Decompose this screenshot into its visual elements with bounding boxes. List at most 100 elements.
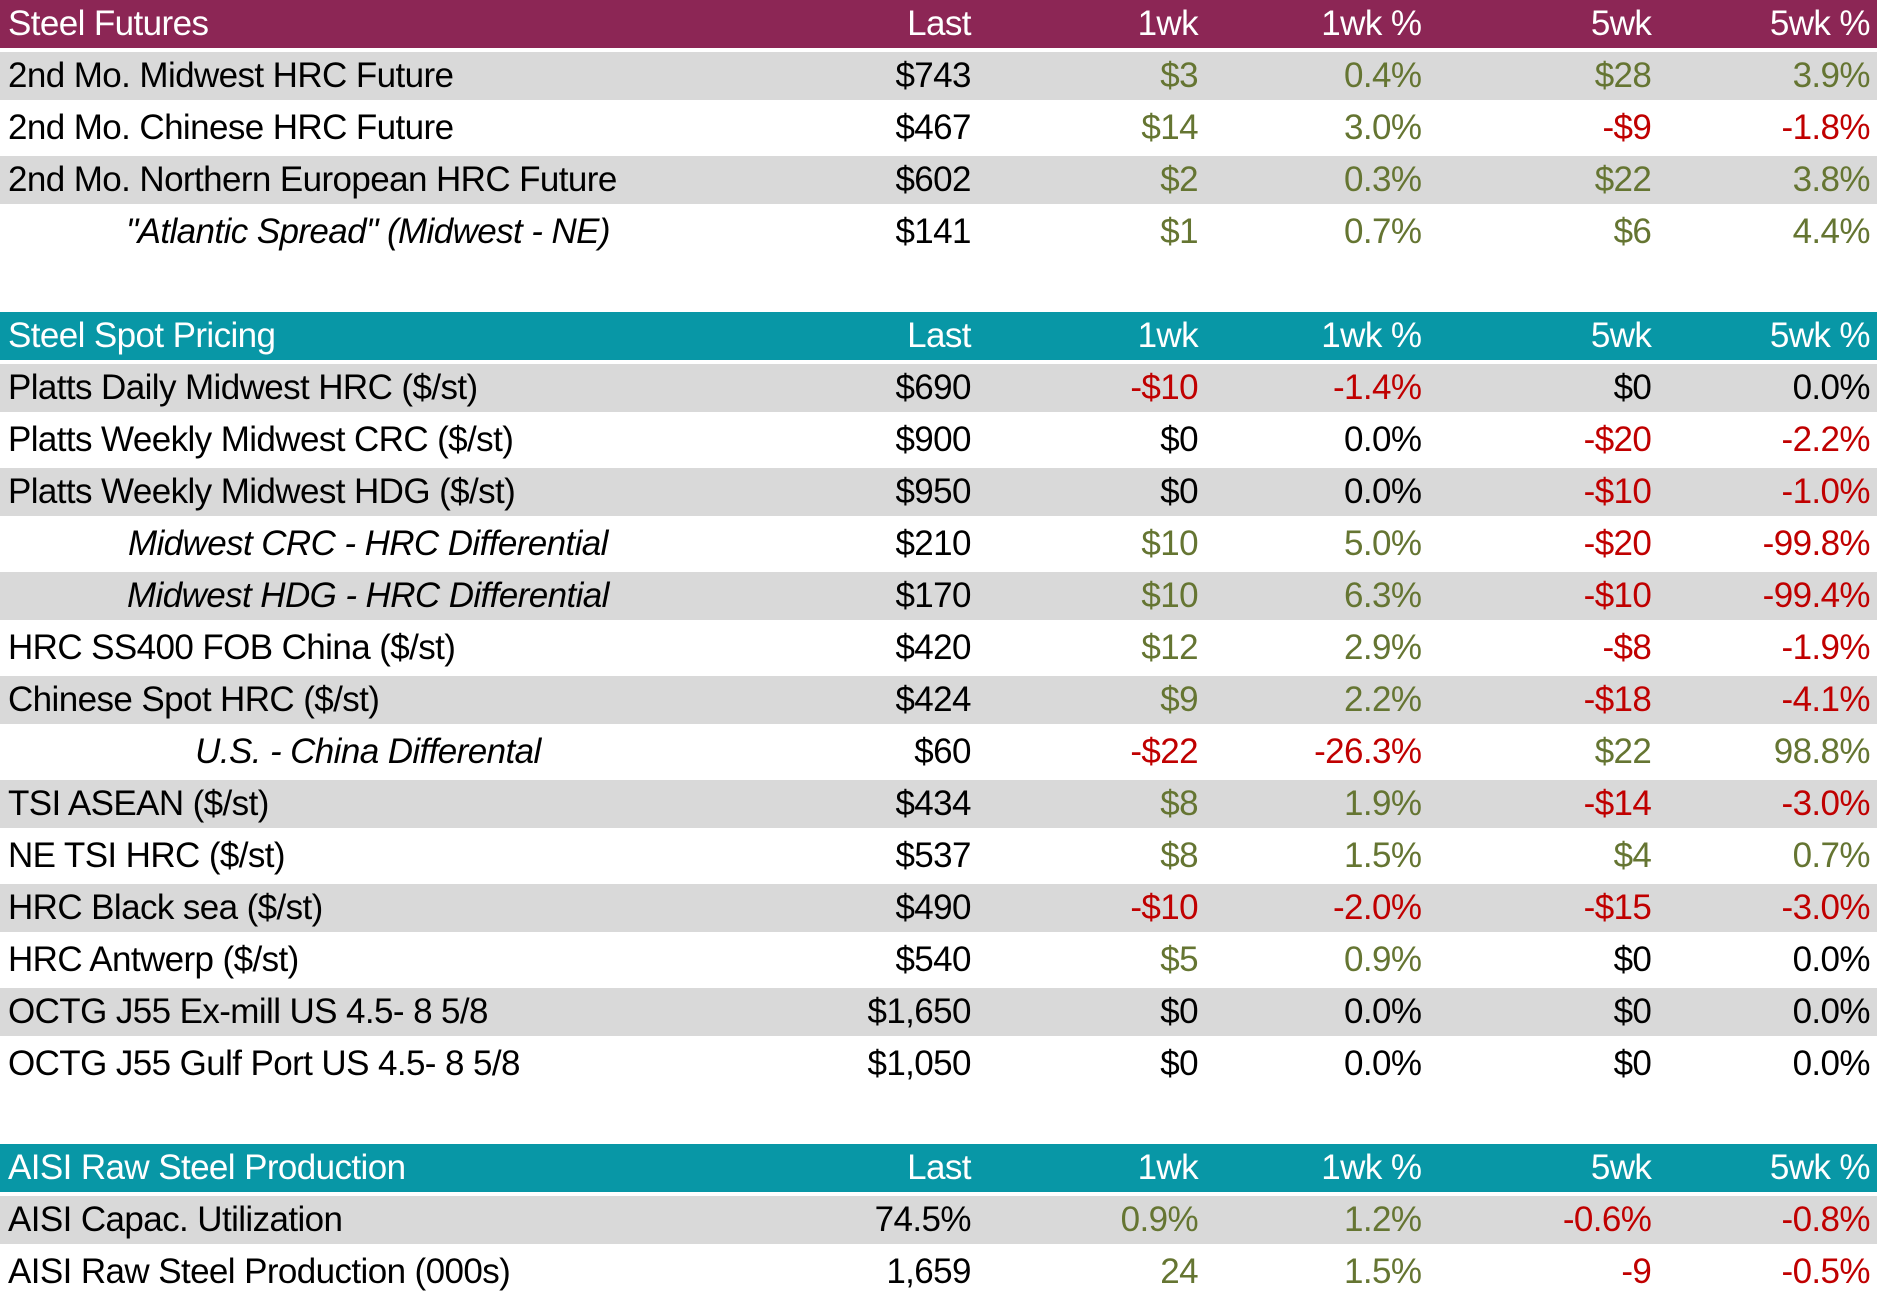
column-header-last: Last xyxy=(907,1148,971,1187)
cell-5wk: -$9 xyxy=(1602,108,1652,147)
cell-last: $170 xyxy=(895,576,971,615)
cell-last: $424 xyxy=(895,680,971,719)
cell-5wk-pct: -1.0% xyxy=(1781,472,1871,511)
cell-1wk-pct: 5.0% xyxy=(1343,524,1422,563)
row-label: "Atlantic Spread" (Midwest - NE) xyxy=(125,212,611,251)
cell-5wk-pct: -0.5% xyxy=(1781,1252,1871,1291)
row-label: 2nd Mo. Midwest HRC Future xyxy=(8,56,454,95)
column-header-1wk: 1wk xyxy=(1137,1148,1199,1187)
cell-1wk: 0.9% xyxy=(1120,1200,1199,1239)
table-row: AISI Raw Steel Production (000s) 1,659 2… xyxy=(0,1248,1877,1300)
table-row: 2nd Mo. Chinese HRC Future $467 $14 3.0%… xyxy=(0,104,1877,156)
section-header-steel-spot-pricing: Steel Spot Pricing Last 1wk 1wk % 5wk 5w… xyxy=(0,312,1877,364)
column-header-1wk: 1wk xyxy=(1137,4,1199,43)
table-row: U.S. - China Differental $60 -$22 -26.3%… xyxy=(0,728,1877,780)
row-label: Midwest HDG - HRC Differential xyxy=(126,576,609,615)
cell-1wk: $9 xyxy=(1160,680,1199,719)
cell-last: $950 xyxy=(895,472,971,511)
cell-5wk-pct: 0.0% xyxy=(1792,940,1871,979)
cell-1wk-pct: 0.0% xyxy=(1343,992,1422,1031)
cell-5wk-pct: 0.7% xyxy=(1792,836,1871,875)
row-label: 2nd Mo. Northern European HRC Future xyxy=(8,160,617,199)
cell-1wk: $1 xyxy=(1160,212,1199,251)
cell-1wk-pct: 0.3% xyxy=(1343,160,1422,199)
cell-1wk: $8 xyxy=(1160,784,1199,823)
cell-5wk: $4 xyxy=(1613,836,1652,875)
table-row: HRC Antwerp ($/st) $540 $5 0.9% $0 0.0% xyxy=(0,936,1877,988)
cell-1wk-pct: 0.4% xyxy=(1343,56,1422,95)
cell-last: $490 xyxy=(895,888,971,927)
row-label: OCTG J55 Ex-mill US 4.5- 8 5/8 xyxy=(8,992,489,1031)
table-row: Midwest HDG - HRC Differential $170 $10 … xyxy=(0,572,1877,624)
table-row: OCTG J55 Gulf Port US 4.5- 8 5/8 $1,050 … xyxy=(0,1040,1877,1092)
cell-5wk: $0 xyxy=(1613,1044,1652,1083)
table-row: TSI ASEAN ($/st) $434 $8 1.9% -$14 -3.0% xyxy=(0,780,1877,832)
cell-1wk-pct: 2.9% xyxy=(1343,628,1422,667)
cell-1wk: -$10 xyxy=(1130,888,1199,927)
cell-last: $60 xyxy=(914,732,971,771)
cell-5wk-pct: -0.8% xyxy=(1781,1200,1871,1239)
table-row: Chinese Spot HRC ($/st) $424 $9 2.2% -$1… xyxy=(0,676,1877,728)
cell-last: $602 xyxy=(895,160,971,199)
cell-last: $467 xyxy=(895,108,971,147)
cell-1wk: $0 xyxy=(1160,472,1199,511)
table-row: HRC SS400 FOB China ($/st) $420 $12 2.9%… xyxy=(0,624,1877,676)
cell-1wk-pct: 1.5% xyxy=(1343,1252,1422,1291)
cell-1wk-pct: 0.9% xyxy=(1343,940,1422,979)
column-header-last: Last xyxy=(907,4,971,43)
cell-5wk-pct: -3.0% xyxy=(1781,784,1871,823)
cell-1wk: 24 xyxy=(1160,1252,1199,1291)
table-row: OCTG J55 Ex-mill US 4.5- 8 5/8 $1,650 $0… xyxy=(0,988,1877,1040)
cell-5wk: $22 xyxy=(1594,732,1652,771)
cell-1wk: $0 xyxy=(1160,992,1199,1031)
row-label: Chinese Spot HRC ($/st) xyxy=(8,680,380,719)
cell-last: $743 xyxy=(895,56,971,95)
column-header-1wk-pct: 1wk % xyxy=(1321,4,1422,43)
cell-5wk: -9 xyxy=(1621,1252,1652,1291)
cell-last: $1,650 xyxy=(867,992,971,1031)
table-row: 2nd Mo. Midwest HRC Future $743 $3 0.4% … xyxy=(0,52,1877,104)
cell-5wk-pct: 3.8% xyxy=(1792,160,1871,199)
cell-5wk-pct: -2.2% xyxy=(1781,420,1871,459)
row-label: Midwest CRC - HRC Differential xyxy=(127,524,608,563)
section-title: Steel Spot Pricing xyxy=(8,316,276,355)
cell-5wk: -0.6% xyxy=(1562,1200,1652,1239)
section-header-steel-futures: Steel Futures Last 1wk 1wk % 5wk 5wk % xyxy=(0,0,1877,52)
cell-5wk-pct: -99.8% xyxy=(1762,524,1871,563)
row-label: NE TSI HRC ($/st) xyxy=(8,836,286,875)
column-header-1wk-pct: 1wk % xyxy=(1321,1148,1422,1187)
row-label: AISI Raw Steel Production (000s) xyxy=(8,1252,511,1291)
cell-5wk: $0 xyxy=(1613,940,1652,979)
table-row: AISI Capac. Utilization 74.5% 0.9% 1.2% … xyxy=(0,1196,1877,1248)
cell-1wk-pct: 1.5% xyxy=(1343,836,1422,875)
table-row: NE TSI HRC ($/st) $537 $8 1.5% $4 0.7% xyxy=(0,832,1877,884)
section-title: AISI Raw Steel Production xyxy=(8,1148,406,1187)
cell-5wk-pct: 4.4% xyxy=(1792,212,1871,251)
cell-1wk: $10 xyxy=(1141,576,1199,615)
cell-5wk-pct: -3.0% xyxy=(1781,888,1871,927)
column-header-5wk-pct: 5wk % xyxy=(1769,1148,1871,1187)
cell-1wk: -$10 xyxy=(1130,368,1199,407)
table-row: Platts Weekly Midwest CRC ($/st) $900 $0… xyxy=(0,416,1877,468)
cell-1wk: $0 xyxy=(1160,1044,1199,1083)
cell-last: 1,659 xyxy=(886,1252,971,1291)
cell-1wk: $0 xyxy=(1160,420,1199,459)
cell-1wk-pct: -2.0% xyxy=(1332,888,1422,927)
cell-5wk: $28 xyxy=(1594,56,1652,95)
cell-1wk-pct: 6.3% xyxy=(1343,576,1422,615)
column-header-5wk: 5wk xyxy=(1590,1148,1652,1187)
cell-5wk-pct: 0.0% xyxy=(1792,368,1871,407)
row-label: TSI ASEAN ($/st) xyxy=(8,784,269,823)
cell-5wk: -$10 xyxy=(1583,472,1652,511)
table-row: "Atlantic Spread" (Midwest - NE) $141 $1… xyxy=(0,208,1877,260)
table-row: Midwest CRC - HRC Differential $210 $10 … xyxy=(0,520,1877,572)
row-label: Platts Daily Midwest HRC ($/st) xyxy=(8,368,478,407)
cell-5wk-pct: 98.8% xyxy=(1773,732,1871,771)
cell-last: $900 xyxy=(895,420,971,459)
cell-1wk-pct: -26.3% xyxy=(1314,732,1422,771)
cell-1wk: $2 xyxy=(1160,160,1199,199)
cell-5wk-pct: -1.8% xyxy=(1781,108,1871,147)
cell-5wk: -$15 xyxy=(1583,888,1652,927)
cell-5wk: $0 xyxy=(1613,368,1652,407)
